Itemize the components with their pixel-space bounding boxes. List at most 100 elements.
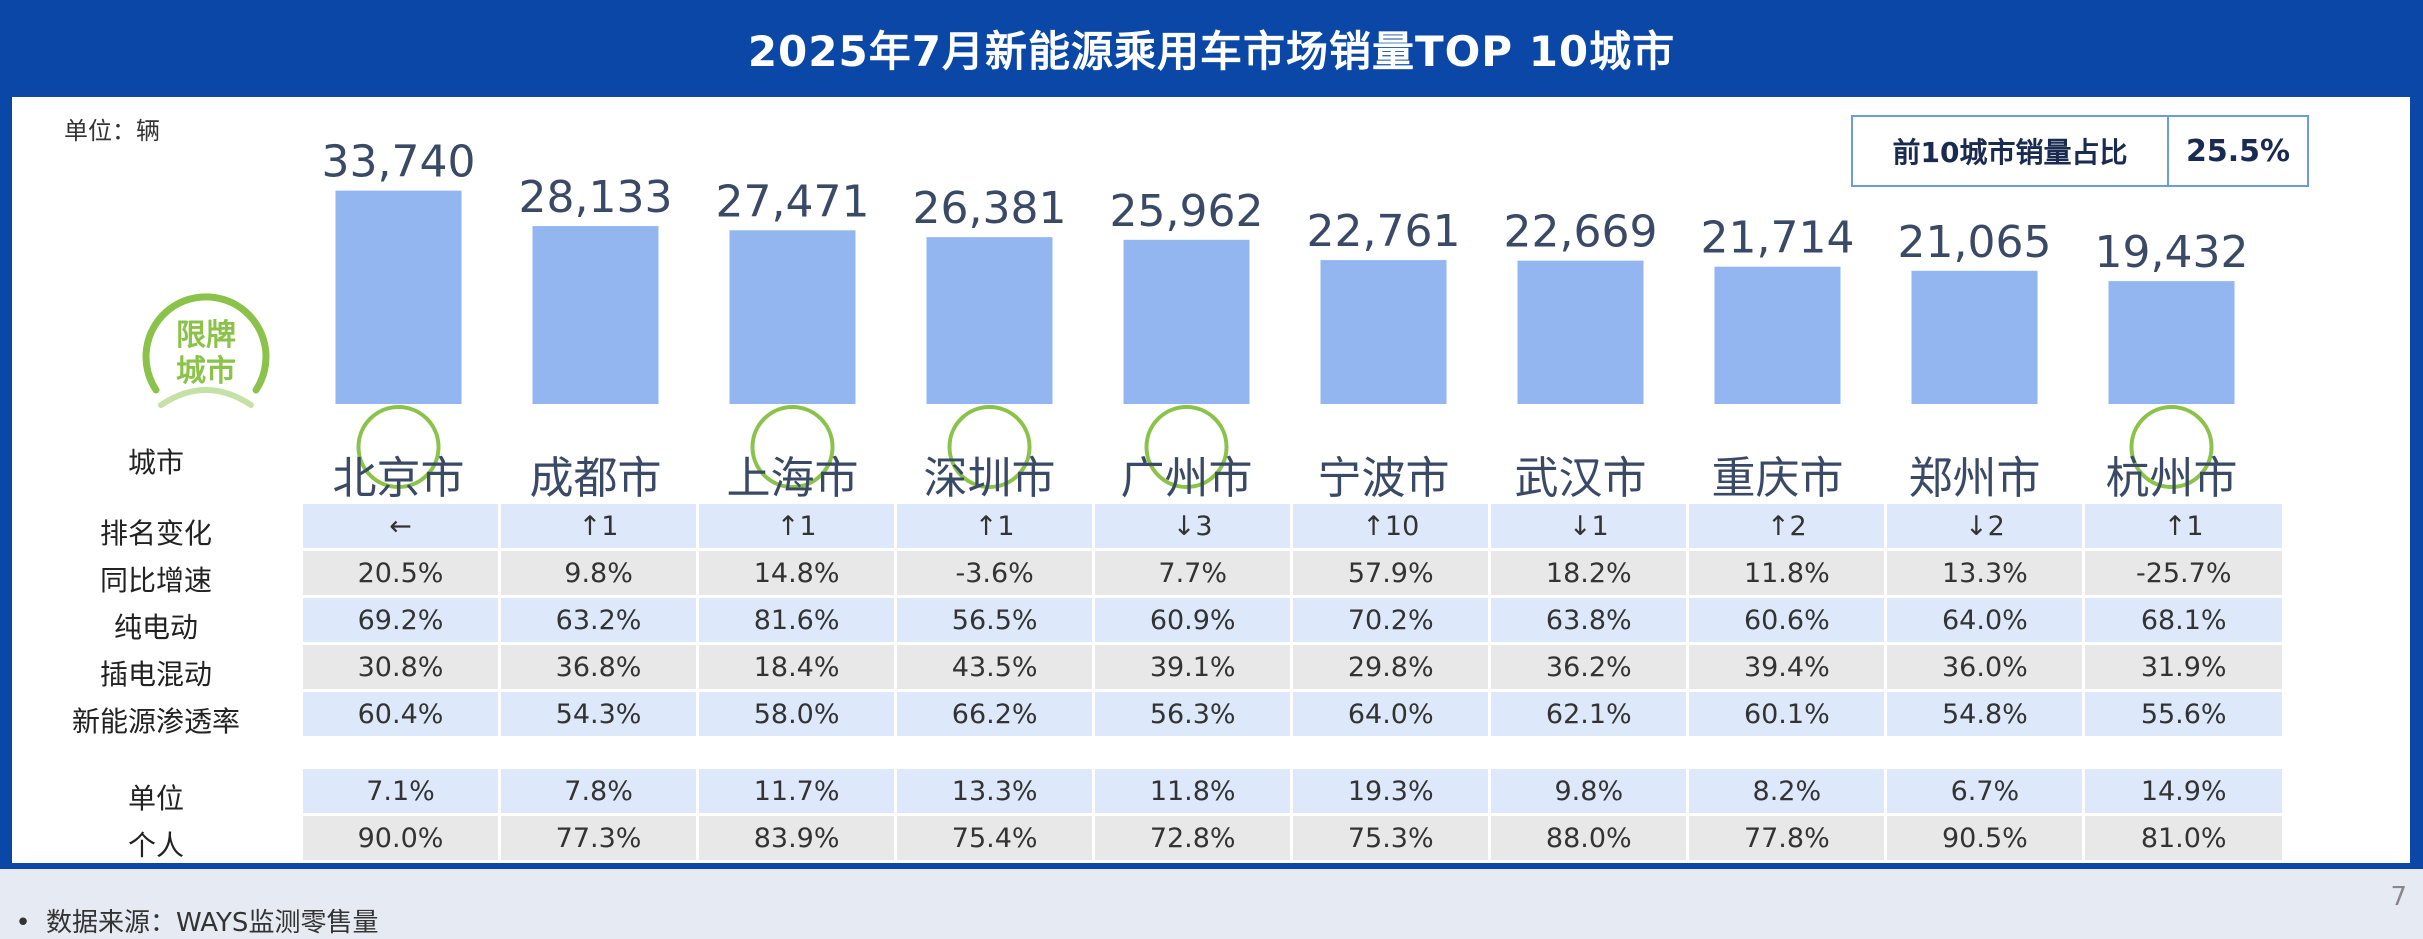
table-cell: 77.8% xyxy=(1686,814,1886,863)
table-cell: 9.8% xyxy=(1488,769,1688,816)
table-cell: 63.2% xyxy=(498,596,698,645)
table-row: ← ↑1 ↑1 ↑1 ↓3 ↑10 ↓1 ↑2 ↓2 ↑1 xyxy=(299,504,2282,551)
table-cell: 30.8% xyxy=(299,643,500,692)
city-label-6: 武汉市 xyxy=(1515,453,1647,504)
row-label-personal: 个人 xyxy=(127,829,184,862)
table-cell: ↑1 xyxy=(498,504,698,551)
table-cell: 60.4% xyxy=(299,690,500,739)
row-label-org: 单位 xyxy=(127,782,184,815)
table-cell: ↓2 xyxy=(1884,504,2084,551)
row-label-rank-change: 排名变化 xyxy=(99,517,212,550)
bar-value-label-3: 26,381 xyxy=(913,183,1067,234)
buyer-type-table: 7.1% 7.8% 11.7% 13.3% 11.8% 19.3% 9.8% 8.2% 6.7%… xyxy=(299,769,2282,863)
city-label-7: 重庆市 xyxy=(1712,453,1844,504)
table-cell: 18.4% xyxy=(696,643,896,692)
table-cell: 31.9% xyxy=(2082,643,2282,692)
bar-2 xyxy=(729,230,856,404)
table-cell: 20.5% xyxy=(299,549,500,598)
city-label-2: 上海市 xyxy=(727,453,859,504)
table-cell: 90.0% xyxy=(299,814,500,863)
header-bar: 2025年7月新能源乘用车市场销量TOP 10城市 xyxy=(0,0,2423,97)
table-cell: 56.5% xyxy=(894,596,1094,645)
table-cell: 64.0% xyxy=(1884,596,2084,645)
table-cell: -3.6% xyxy=(894,549,1094,598)
table-cell: 6.7% xyxy=(1884,769,2084,816)
restricted-legend-ring-icon xyxy=(142,293,270,408)
bar-0 xyxy=(335,190,462,404)
table-cell: 60.1% xyxy=(1686,690,1886,739)
bar-value-label-1: 28,133 xyxy=(519,172,673,223)
table-cell: 81.0% xyxy=(2082,814,2282,863)
table-cell: 69.2% xyxy=(299,596,500,645)
table-cell: 13.3% xyxy=(1884,549,2084,598)
bar-value-label-8: 21,065 xyxy=(1898,217,2052,268)
top10-share-box: 前10城市销量占比 25.5% xyxy=(1851,115,2309,187)
row-label-yoy: 同比增速 xyxy=(99,564,212,597)
table-cell: 57.9% xyxy=(1290,549,1490,598)
bar-value-label-9: 19,432 xyxy=(2095,227,2249,278)
unit-label: 单位：辆 xyxy=(64,117,160,145)
data-source: • 数据来源：WAYS监测零售量 xyxy=(0,902,378,939)
table-row: 69.2% 63.2% 81.6% 56.5% 60.9% 70.2% 63.8% 60.6%… xyxy=(299,596,2282,645)
content-panel: 单位：辆 前10城市销量占比 25.5% 限牌 城市 33,740 北京市 28,1… xyxy=(12,97,2410,863)
bar-5 xyxy=(1320,260,1447,404)
table-cell: 81.6% xyxy=(696,596,896,645)
bar-6 xyxy=(1517,260,1644,404)
table-cell: 66.2% xyxy=(894,690,1094,739)
table-cell: 77.3% xyxy=(498,814,698,863)
city-label-0: 北京市 xyxy=(333,453,465,504)
table-cell: 39.4% xyxy=(1686,643,1886,692)
table-cell: 90.5% xyxy=(1884,814,2084,863)
table-row: 20.5% 9.8% 14.8% -3.6% 7.7% 57.9% 18.2% 11.8% 13… xyxy=(299,549,2282,598)
bar-1 xyxy=(532,226,659,404)
bar-3 xyxy=(926,237,1053,404)
top10-share-value: 25.5% xyxy=(2185,133,2291,169)
table-cell: 72.8% xyxy=(1092,814,1292,863)
table-row: 7.1% 7.8% 11.7% 13.3% 11.8% 19.3% 9.8% 8.2% 6.7%… xyxy=(299,769,2282,816)
table-cell: 56.3% xyxy=(1092,690,1292,739)
bar-9 xyxy=(2108,281,2235,404)
table-cell: -25.7% xyxy=(2082,549,2282,598)
table-cell: 13.3% xyxy=(894,769,1094,816)
restricted-ring-icon-2 xyxy=(750,405,835,489)
bar-value-label-5: 22,761 xyxy=(1307,206,1461,257)
table-cell: 60.9% xyxy=(1092,596,1292,645)
table-cell: ↓1 xyxy=(1488,504,1688,551)
row-label-penetration: 新能源渗透率 xyxy=(71,705,240,738)
table-cell: 88.0% xyxy=(1488,814,1688,863)
table-cell: 55.6% xyxy=(2082,690,2282,739)
table-cell: 83.9% xyxy=(696,814,896,863)
bar-4 xyxy=(1123,239,1250,404)
row-label-city: 城市 xyxy=(127,446,184,479)
table-cell: 54.3% xyxy=(498,690,698,739)
table-cell: 8.2% xyxy=(1686,769,1886,816)
metrics-table: ← ↑1 ↑1 ↑1 ↓3 ↑10 ↓1 ↑2 ↓2 ↑1 20.5% 9.8% 14.8% -3.6% 7… xyxy=(299,504,2282,739)
table-cell: 36.8% xyxy=(498,643,698,692)
bar-value-label-2: 27,471 xyxy=(716,176,870,227)
table-cell: 11.8% xyxy=(1092,769,1292,816)
restricted-ring-icon-3 xyxy=(947,405,1032,489)
table-cell: 58.0% xyxy=(696,690,896,739)
table-cell: ↑10 xyxy=(1290,504,1490,551)
bar-7 xyxy=(1714,266,1841,404)
table-cell: 9.8% xyxy=(498,549,698,598)
table-cell: 36.2% xyxy=(1488,643,1688,692)
bar-value-label-6: 22,669 xyxy=(1504,207,1658,258)
table-cell: 68.1% xyxy=(2082,596,2282,645)
table-cell: 11.7% xyxy=(696,769,896,816)
data-source-text: 数据来源：WAYS监测零售量 xyxy=(46,908,379,938)
table-row: 90.0% 77.3% 83.9% 75.4% 72.8% 75.3% 88.0% 77.8%… xyxy=(299,814,2282,863)
table-cell: 14.9% xyxy=(2082,769,2282,816)
table-cell: 19.3% xyxy=(1290,769,1490,816)
table-cell: 75.4% xyxy=(894,814,1094,863)
bar-value-label-0: 33,740 xyxy=(322,137,476,188)
bar-value-label-4: 25,962 xyxy=(1110,186,1264,237)
restricted-ring-icon-0 xyxy=(356,405,441,489)
content-frame: 单位：辆 前10城市销量占比 25.5% 限牌 城市 33,740 北京市 28,1… xyxy=(0,97,2423,869)
row-label-bev: 纯电动 xyxy=(113,611,198,644)
city-label-5: 宁波市 xyxy=(1318,453,1450,504)
table-cell: ↓3 xyxy=(1092,504,1292,551)
bar-8 xyxy=(1911,270,2038,404)
table-cell: 18.2% xyxy=(1488,549,1688,598)
city-label-4: 广州市 xyxy=(1121,453,1253,504)
